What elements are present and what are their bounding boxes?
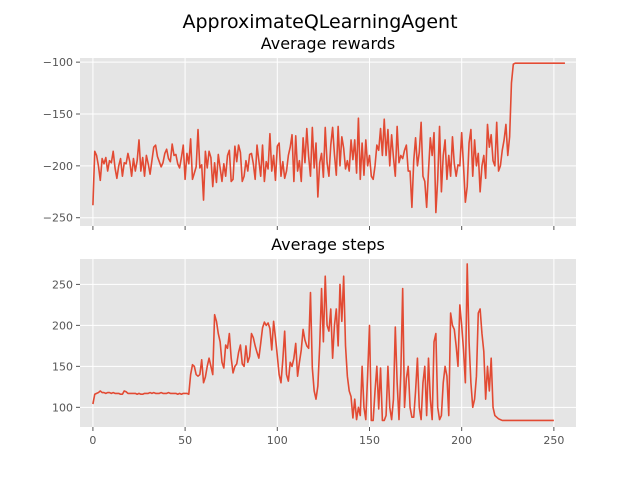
steps-ytick-label: 250 — [52, 278, 73, 291]
rewards-axis-ticks: −250 −200 −150 −100 — [43, 56, 555, 230]
steps-xtick-label: 50 — [178, 434, 192, 447]
steps-xtick-label: 200 — [451, 434, 472, 447]
steps-panel-title: Average steps — [271, 235, 385, 254]
steps-ytick-label: 150 — [52, 360, 73, 373]
rewards-ytick-label: −150 — [43, 108, 73, 121]
steps-xtick-label: 250 — [543, 434, 564, 447]
steps-xtick-label: 150 — [359, 434, 380, 447]
steps-ytick-label: 100 — [52, 401, 73, 414]
rewards-ytick-label: −200 — [43, 160, 73, 173]
steps-panel: 0 50 100 150 200 250 100 150 200 250 Average step… — [52, 235, 576, 447]
rewards-ytick-label: −250 — [43, 212, 73, 225]
steps-xtick-label: 0 — [89, 434, 96, 447]
rewards-ytick-label: −100 — [43, 56, 73, 69]
steps-series-line — [92, 263, 554, 422]
rewards-panel-title: Average rewards — [261, 34, 396, 53]
rewards-series-line — [92, 62, 565, 214]
steps-ytick-label: 200 — [52, 319, 73, 332]
rewards-plot-area — [80, 58, 576, 226]
steps-xtick-label: 100 — [267, 434, 288, 447]
steps-axis-ticks: 0 50 100 150 200 250 100 150 200 250 — [52, 278, 564, 447]
rewards-panel: −250 −200 −150 −100 Average rewards — [43, 34, 576, 230]
figure-title: ApproximateQLearningAgent — [182, 11, 457, 33]
